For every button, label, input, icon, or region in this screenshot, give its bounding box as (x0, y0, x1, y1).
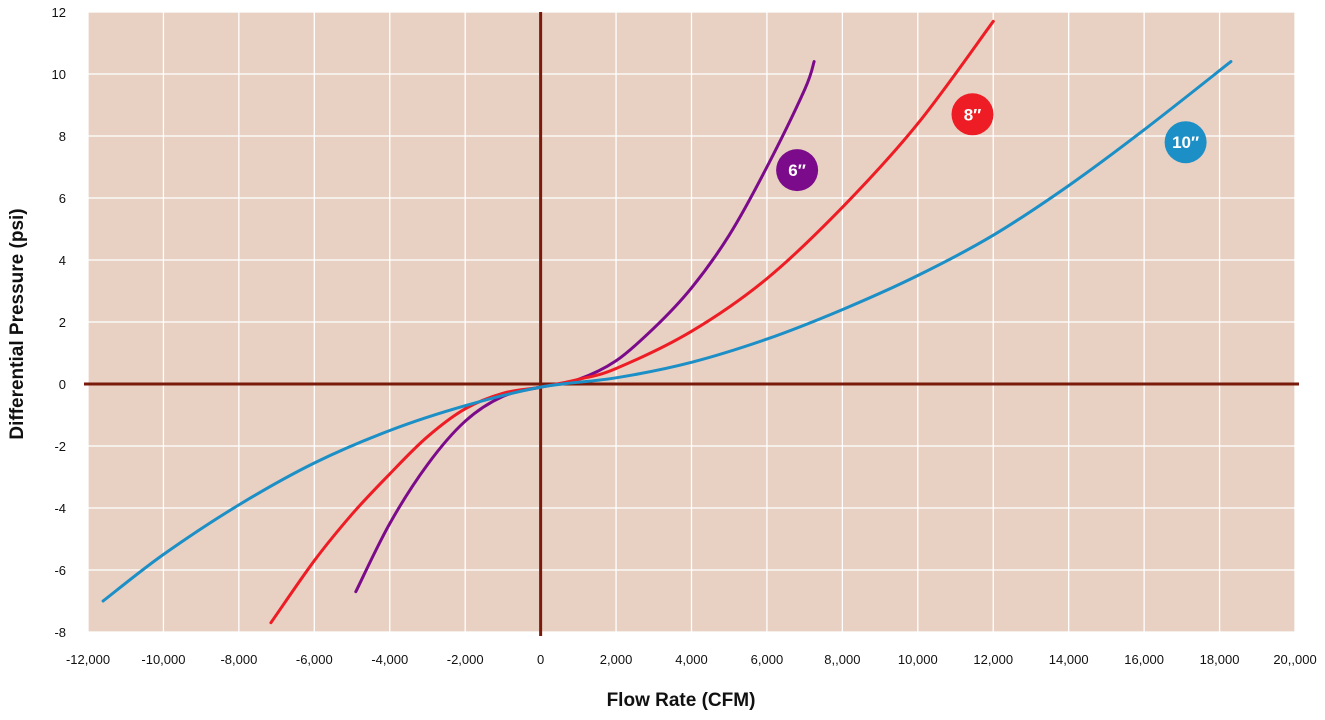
series-badge-10-inch: 10″ (1164, 121, 1207, 164)
x-tick-label: 6,000 (751, 652, 784, 667)
badge-label: 6″ (788, 161, 806, 180)
series-badges: 6″ 8″ 10″ (776, 93, 1207, 192)
badge-circle (1164, 121, 1207, 164)
y-tick-label: 2 (59, 315, 66, 330)
y-tick-label: -8 (54, 625, 66, 640)
x-tick-label: -6,000 (296, 652, 333, 667)
y-tick-label: -6 (54, 563, 66, 578)
x-tick-label: 14,000 (1049, 652, 1089, 667)
y-tick-label: 8 (59, 129, 66, 144)
x-axis-title: Flow Rate (CFM) (607, 690, 756, 711)
x-tick-label: -8,000 (220, 652, 257, 667)
y-tick-label: 12 (52, 5, 66, 20)
x-tick-label: -4,000 (371, 652, 408, 667)
x-tick-labels: -12,000 -10,000 -8,000 -6,000 -4,000 -2,000 0 2… (66, 652, 1317, 667)
y-axis-title: Differential Pressure (psi) (7, 208, 28, 439)
x-tick-label: 2,000 (600, 652, 633, 667)
y-tick-label: -4 (54, 501, 66, 516)
series-line-10-inch (101, 60, 1233, 603)
x-tick-label: 20,,000 (1273, 652, 1316, 667)
x-tick-label: 8,,000 (824, 652, 860, 667)
y-tick-label: 4 (59, 253, 66, 268)
series-lines (101, 19, 1233, 625)
x-tick-label: -10,000 (141, 652, 185, 667)
series-badge-6-inch: 6″ (776, 149, 819, 192)
badge-circle (776, 149, 819, 192)
y-tick-label: 0 (59, 377, 66, 392)
zero-axes (84, 12, 1299, 636)
x-tick-label: 16,000 (1124, 652, 1164, 667)
series-badge-8-inch: 8″ (951, 93, 994, 136)
badge-label: 8″ (964, 105, 982, 124)
y-tick-label: 10 (52, 67, 66, 82)
y-tick-label: -2 (54, 439, 66, 454)
series-line-6-inch (354, 60, 816, 594)
x-tick-label: -2,000 (447, 652, 484, 667)
x-tick-label: 0 (537, 652, 544, 667)
x-tick-label: 10,000 (898, 652, 938, 667)
y-tick-label: 6 (59, 191, 66, 206)
y-tick-labels: -8 -6 -4 -2 0 2 4 6 8 10 12 (52, 5, 66, 640)
x-tick-label: 4,000 (675, 652, 708, 667)
x-tick-label: 12,000 (973, 652, 1013, 667)
x-tick-label: -12,000 (66, 652, 110, 667)
badge-label: 10″ (1172, 133, 1199, 152)
x-tick-label: 18,000 (1200, 652, 1240, 667)
badge-circle (951, 93, 994, 136)
